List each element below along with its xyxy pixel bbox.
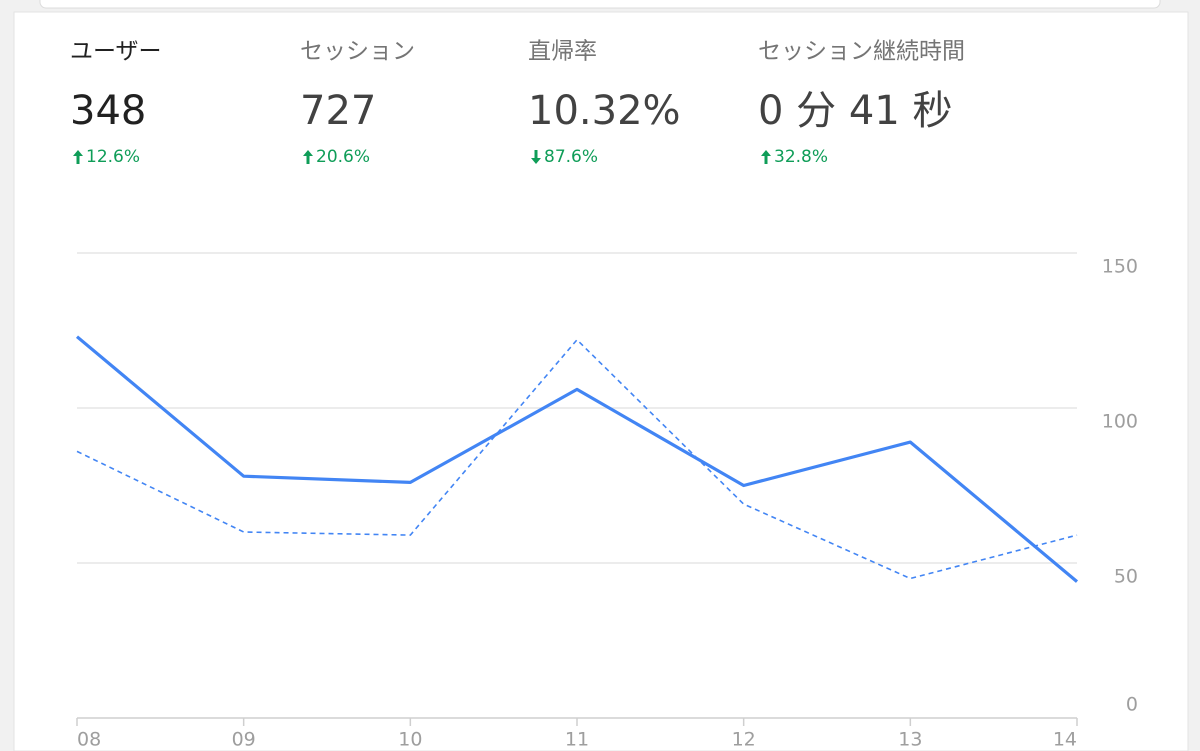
metric-label: セッション bbox=[300, 39, 415, 65]
y-tick-label: 50 bbox=[1114, 566, 1138, 588]
change-arrow bbox=[761, 150, 771, 164]
y-tick-label: 150 bbox=[1102, 256, 1138, 278]
y-tick-label: 100 bbox=[1102, 411, 1138, 433]
change-arrow bbox=[303, 150, 313, 164]
metric-change: 12.6% bbox=[86, 147, 140, 167]
change-arrow bbox=[73, 150, 83, 164]
metric-label: ユーザー bbox=[70, 39, 162, 65]
x-tick-label: 09 bbox=[232, 729, 256, 751]
y-tick-label: 0 bbox=[1126, 694, 1138, 716]
card bbox=[13, 11, 1189, 751]
data-line bbox=[75, 335, 1079, 583]
top-card bbox=[39, 0, 1161, 9]
metric-label: 直帰率 bbox=[528, 39, 597, 65]
metric-value: 727 bbox=[300, 88, 376, 134]
change-arrow bbox=[531, 150, 541, 164]
metric-value: 10.32% bbox=[528, 88, 681, 134]
metric-label: セッション継続時間 bbox=[758, 39, 965, 65]
x-tick-label: 08 bbox=[77, 729, 101, 751]
x-tick-label: 11 bbox=[565, 729, 589, 751]
metric-value: 0 分 41 秒 bbox=[758, 88, 953, 134]
x-tick-label: 12 bbox=[732, 729, 756, 751]
metric-value: 348 bbox=[70, 88, 146, 134]
x-tick-label: 14 bbox=[1053, 729, 1077, 751]
x-tick-label: 13 bbox=[898, 729, 922, 751]
metric-change: 32.8% bbox=[774, 147, 828, 167]
metric-change: 20.6% bbox=[316, 147, 370, 167]
metric-change: 87.6% bbox=[544, 147, 598, 167]
x-tick-label: 10 bbox=[398, 729, 422, 751]
